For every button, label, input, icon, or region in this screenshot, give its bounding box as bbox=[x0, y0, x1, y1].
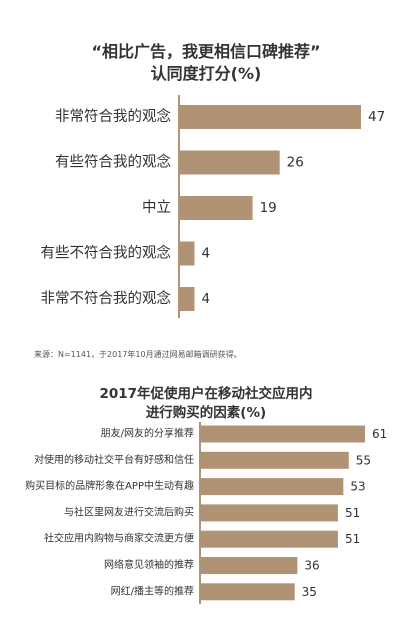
data-label: 35 bbox=[302, 585, 317, 599]
data-label: 55 bbox=[356, 453, 371, 467]
data-label: 53 bbox=[350, 480, 365, 494]
bar bbox=[179, 150, 280, 175]
category-label: 朋友/网友的分享推荐 bbox=[101, 427, 194, 440]
category-label: 非常不符合我的观念 bbox=[41, 289, 172, 307]
chart-title-line-1: 2017年促使用户在移动社交应用内 bbox=[99, 386, 313, 402]
bar bbox=[200, 451, 349, 469]
chart-title-line-1: “相比广告，我更相信口碑推荐” bbox=[91, 42, 321, 61]
data-label: 51 bbox=[345, 506, 360, 520]
bar bbox=[179, 105, 361, 129]
data-label: 4 bbox=[201, 291, 210, 307]
bar bbox=[200, 557, 298, 574]
category-label: 购买目标的品牌形象在APP中生动有趣 bbox=[25, 479, 194, 492]
data-label: 19 bbox=[260, 200, 277, 216]
bar bbox=[200, 425, 365, 443]
chart-title-line-2: 认同度打分(%) bbox=[150, 64, 262, 83]
data-label: 51 bbox=[345, 532, 360, 546]
chart-title-line-2: 进行购买的因素(%) bbox=[145, 405, 267, 421]
data-label: 61 bbox=[372, 427, 387, 441]
data-label: 4 bbox=[201, 246, 210, 262]
category-label: 非常符合我的观念 bbox=[55, 107, 171, 125]
chart-word-of-mouth: “相比广告，我更相信口碑推荐” 认同度打分(%) 非常符合我的观念 47 有些符合我… bbox=[41, 42, 385, 318]
chart-plot: 朋友/网友的分享推荐 61 对使用的移动社交平台有好感和信任 55 购买目标的品牌形象在… bbox=[25, 422, 387, 604]
bar bbox=[200, 504, 338, 522]
chart-plot: 非常符合我的观念 47 有些符合我的观念 26 中立 19 有些不符合我的观念 4 非常不符合我… bbox=[41, 95, 385, 318]
category-label: 有些不符合我的观念 bbox=[41, 244, 172, 262]
chart-purchase-factors: 2017年促使用户在移动社交应用内 进行购买的因素(%) 朋友/网友的分享推荐 6… bbox=[0, 372, 412, 617]
category-label: 社交应用内购物与商家交流更方便 bbox=[44, 532, 194, 545]
bar bbox=[179, 241, 195, 266]
data-label: 36 bbox=[304, 559, 319, 573]
source-note: 来源：N=1141，于2017年10月通过网易邮箱调研获得。 bbox=[34, 350, 242, 359]
bar bbox=[200, 583, 295, 601]
bar bbox=[179, 287, 195, 311]
bar bbox=[200, 478, 344, 496]
category-label: 网红/播主等的推荐 bbox=[111, 584, 194, 597]
data-label: 26 bbox=[287, 155, 304, 171]
category-label: 中立 bbox=[142, 199, 171, 216]
bar bbox=[179, 196, 253, 220]
category-label: 有些符合我的观念 bbox=[55, 153, 171, 171]
category-label: 网络意见领袖的推荐 bbox=[104, 558, 194, 571]
data-label: 47 bbox=[368, 109, 385, 125]
category-label: 与社区里网友进行交流后购买 bbox=[64, 505, 194, 518]
bar bbox=[200, 530, 338, 548]
category-label: 对使用的移动社交平台有好感和信任 bbox=[34, 453, 194, 466]
